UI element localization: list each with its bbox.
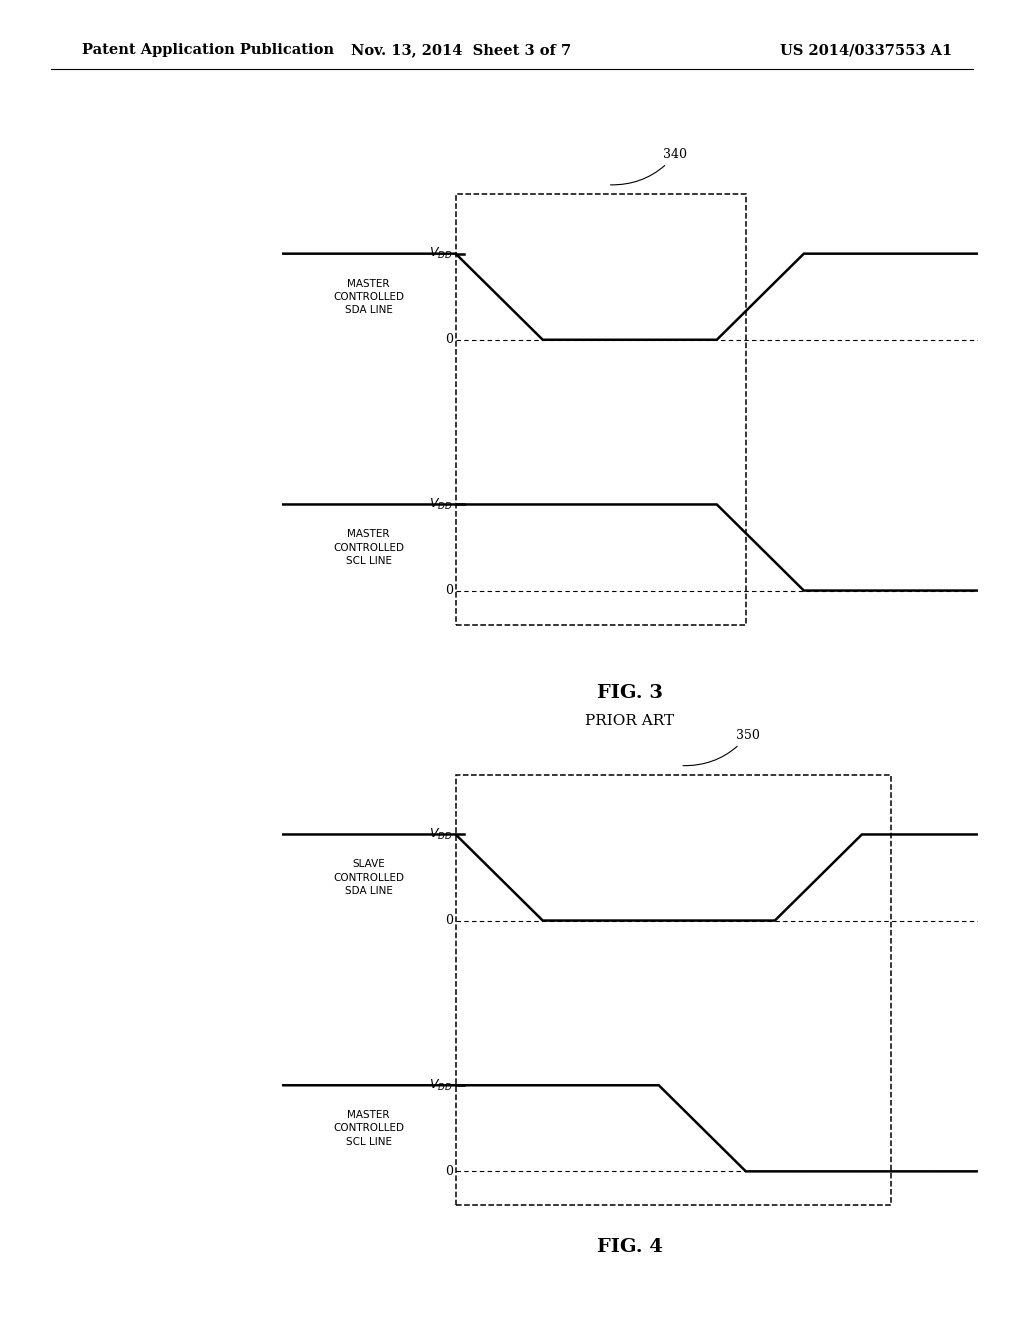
Text: US 2014/0337553 A1: US 2014/0337553 A1 <box>780 44 952 57</box>
Text: MASTER
CONTROLLED
SDA LINE: MASTER CONTROLLED SDA LINE <box>333 279 404 315</box>
Text: 0: 0 <box>444 583 453 597</box>
Text: FIG. 3: FIG. 3 <box>597 684 663 702</box>
Bar <box>456 775 891 1205</box>
Text: MASTER
CONTROLLED
SCL LINE: MASTER CONTROLLED SCL LINE <box>333 1110 404 1147</box>
Text: FIG. 4: FIG. 4 <box>597 1238 663 1257</box>
Text: $V_{DD}$: $V_{DD}$ <box>429 496 453 512</box>
Text: 350: 350 <box>683 729 760 766</box>
Text: $V_{DD}$: $V_{DD}$ <box>429 826 453 842</box>
Text: 0: 0 <box>444 1164 453 1177</box>
Text: PRIOR ART: PRIOR ART <box>585 714 675 727</box>
Bar <box>456 194 745 624</box>
Text: $V_{DD}$: $V_{DD}$ <box>429 1077 453 1093</box>
Text: 0: 0 <box>444 333 453 346</box>
Text: Patent Application Publication: Patent Application Publication <box>82 44 334 57</box>
Text: 0: 0 <box>444 913 453 927</box>
Text: Nov. 13, 2014  Sheet 3 of 7: Nov. 13, 2014 Sheet 3 of 7 <box>351 44 570 57</box>
Text: 340: 340 <box>610 148 687 185</box>
Text: SLAVE
CONTROLLED
SDA LINE: SLAVE CONTROLLED SDA LINE <box>333 859 404 896</box>
Text: $V_{DD}$: $V_{DD}$ <box>429 246 453 261</box>
Text: MASTER
CONTROLLED
SCL LINE: MASTER CONTROLLED SCL LINE <box>333 529 404 566</box>
